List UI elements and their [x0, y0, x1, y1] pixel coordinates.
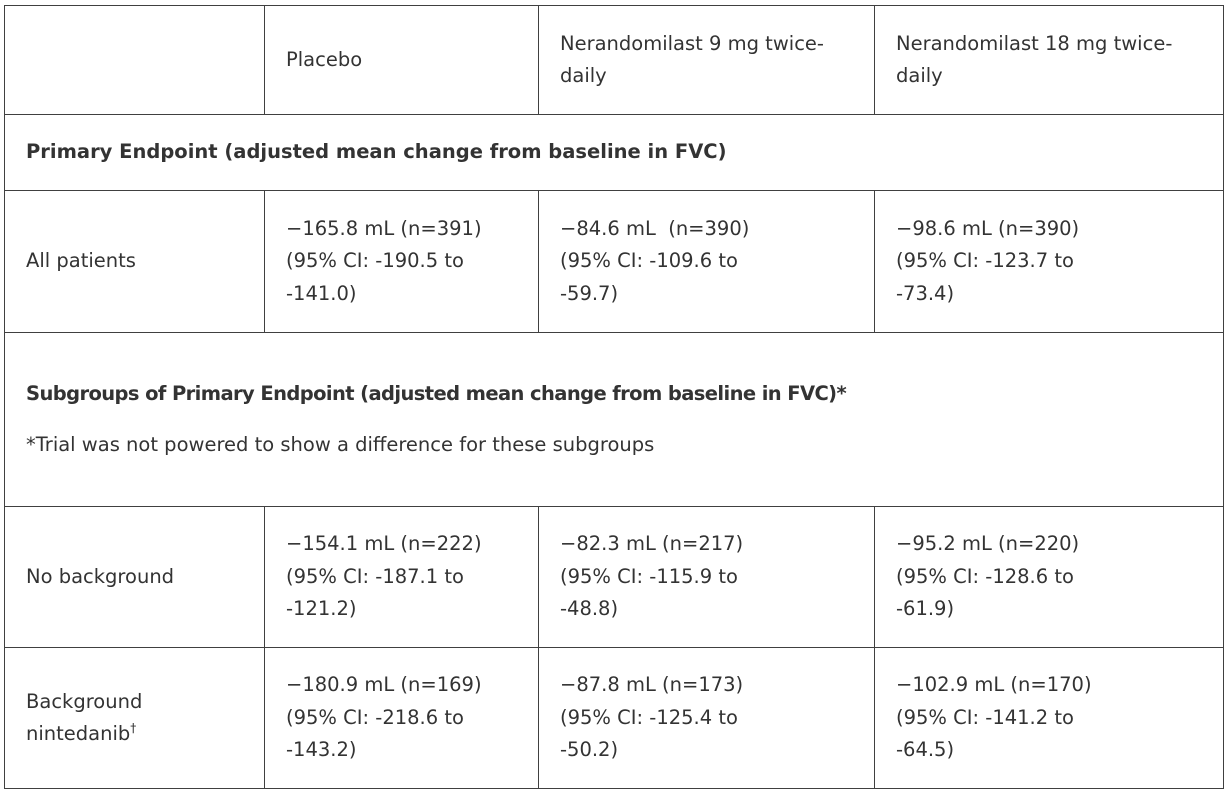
header-row: Placebo Nerandomilast 9 mg twice-daily N… — [4, 5, 1224, 115]
dose-9mg-value-cell: −82.3 mL (n=217) (95% CI: -115.9 to -48.… — [538, 506, 875, 648]
header-cell-empty — [4, 5, 265, 115]
ci-line-end: -64.5) — [896, 738, 955, 762]
value-line: −102.9 mL (n=170) — [896, 673, 1092, 697]
dose-18mg-value-cell: −102.9 mL (n=170) (95% CI: -141.2 to -64… — [874, 647, 1224, 789]
ci-line: (95% CI: -187.1 to — [286, 564, 464, 588]
ci-line-end: -59.7) — [560, 281, 619, 305]
ci-line-end: -48.8) — [560, 597, 619, 621]
subgroups-title: Subgroups of Primary Endpoint (adjusted … — [26, 382, 847, 405]
table-row: Background nintedanib† −180.9 mL (n=169)… — [4, 647, 1224, 789]
header-cell-placebo: Placebo — [264, 5, 539, 115]
dose-9mg-value-cell: −84.6 mL (n=390) (95% CI: -109.6 to -59.… — [538, 190, 875, 333]
table-row: All patients −165.8 mL (n=391) (95% CI: … — [4, 190, 1224, 333]
value-line: −180.9 mL (n=169) — [286, 673, 482, 697]
dagger-footnote-marker: † — [130, 721, 137, 735]
ci-line-end: -50.2) — [560, 738, 619, 762]
row-label-line: Background — [26, 689, 143, 713]
value-line: −154.1 mL (n=222) — [286, 532, 482, 556]
ci-line-end: -73.4) — [896, 281, 955, 305]
placebo-value-cell: −154.1 mL (n=222) (95% CI: -187.1 to -12… — [264, 506, 539, 648]
ci-line: (95% CI: -115.9 to — [560, 564, 738, 588]
value-line: −84.6 mL (n=390) — [560, 216, 750, 240]
value-line: −165.8 mL (n=391) — [286, 216, 482, 240]
ci-line-end: -141.0) — [286, 281, 357, 305]
header-cell-dose-9mg: Nerandomilast 9 mg twice-daily — [538, 5, 875, 115]
row-label-text: nintedanib — [26, 722, 131, 745]
dose-18mg-value-cell: −98.6 mL (n=390) (95% CI: -123.7 to -73.… — [874, 190, 1224, 333]
primary-endpoint-title: Primary Endpoint (adjusted mean change f… — [4, 114, 1224, 191]
subgroups-section-row: Subgroups of Primary Endpoint (adjusted … — [4, 332, 1224, 507]
ci-line: (95% CI: -109.6 to — [560, 249, 738, 273]
placebo-value-cell: −165.8 mL (n=391) (95% CI: -190.5 to -14… — [264, 190, 539, 333]
primary-endpoint-section-row: Primary Endpoint (adjusted mean change f… — [4, 114, 1224, 191]
subgroups-section-cell: Subgroups of Primary Endpoint (adjusted … — [4, 332, 1224, 507]
dose-9mg-value-cell: −87.8 mL (n=173) (95% CI: -125.4 to -50.… — [538, 647, 875, 789]
value-line: −82.3 mL (n=217) — [560, 532, 744, 556]
value-line: −98.6 mL (n=390) — [896, 216, 1080, 240]
row-label-all-patients: All patients — [4, 190, 265, 333]
ci-line: (95% CI: -141.2 to — [896, 705, 1074, 729]
ci-line: (95% CI: -128.6 to — [896, 564, 1074, 588]
table-row: No background −154.1 mL (n=222) (95% CI:… — [4, 506, 1224, 648]
ci-line: (95% CI: -218.6 to — [286, 705, 464, 729]
ci-line-end: -61.9) — [896, 597, 955, 621]
ci-line-end: -121.2) — [286, 597, 357, 621]
placebo-value-cell: −180.9 mL (n=169) (95% CI: -218.6 to -14… — [264, 647, 539, 789]
header-cell-dose-18mg: Nerandomilast 18 mg twice-daily — [874, 5, 1224, 115]
row-label-line: nintedanib† — [26, 718, 243, 751]
ci-line: (95% CI: -125.4 to — [560, 705, 738, 729]
results-table: Placebo Nerandomilast 9 mg twice-daily N… — [4, 5, 1224, 789]
value-line: −95.2 mL (n=220) — [896, 532, 1080, 556]
ci-line: (95% CI: -190.5 to — [286, 249, 464, 273]
dose-18mg-value-cell: −95.2 mL (n=220) (95% CI: -128.6 to -61.… — [874, 506, 1224, 648]
value-line: −87.8 mL (n=173) — [560, 673, 744, 697]
row-label-no-background: No background — [4, 506, 265, 648]
row-label-background-nintedanib: Background nintedanib† — [4, 647, 265, 789]
ci-line: (95% CI: -123.7 to — [896, 249, 1074, 273]
subgroups-footnote: *Trial was not powered to show a differe… — [26, 432, 655, 456]
ci-line-end: -143.2) — [286, 738, 357, 762]
